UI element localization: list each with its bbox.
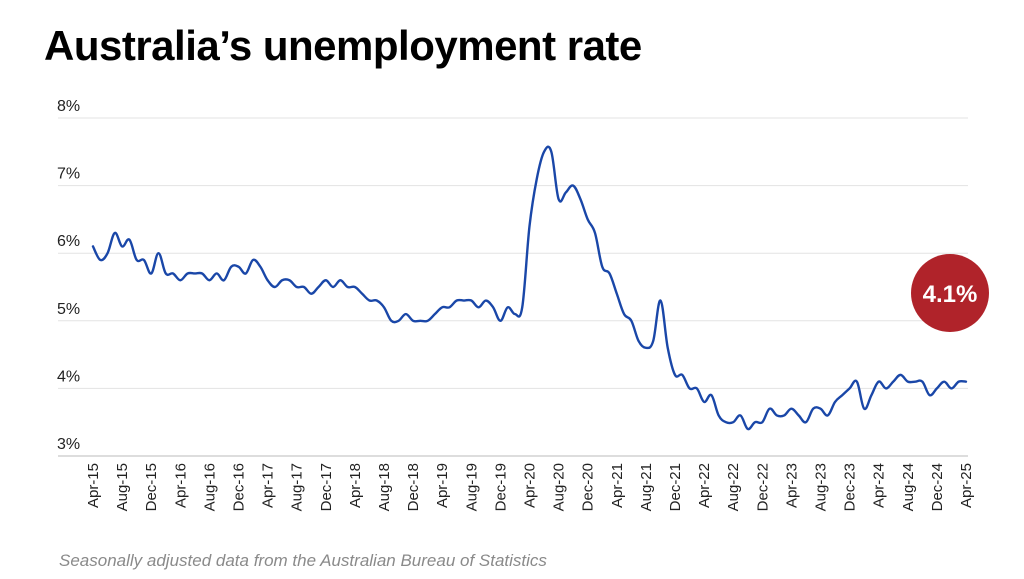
x-tick-label: Apr-20 (522, 463, 539, 508)
x-tick-label: Dec-24 (929, 463, 946, 511)
x-tick-label: Apr-17 (260, 463, 277, 508)
x-tick-label: Apr-16 (172, 463, 189, 508)
x-tick-label: Dec-17 (318, 463, 335, 511)
x-tick-label: Dec-18 (405, 463, 422, 511)
chart-title: Australia’s unemployment rate (44, 22, 642, 69)
x-tick-label: Dec-21 (667, 463, 684, 511)
y-axis-ticks: 3% 4% 5% 6% 7% 8% (57, 98, 80, 453)
latest-value-badge-circle (911, 254, 989, 332)
x-tick-label: Apr-22 (696, 463, 713, 508)
x-tick-label: Dec-20 (580, 463, 597, 511)
x-tick-label: Apr-15 (85, 463, 102, 508)
x-tick-label: Aug-16 (201, 463, 218, 511)
x-tick-label: Aug-23 (813, 463, 830, 511)
y-tick-label: 3% (57, 436, 80, 453)
x-tick-label: Apr-21 (609, 463, 626, 508)
x-tick-label: Aug-17 (289, 463, 306, 511)
x-tick-label: Dec-16 (231, 463, 248, 511)
y-tick-label: 4% (57, 368, 80, 385)
source-note: Seasonally adjusted data from the Austra… (59, 551, 547, 570)
x-tick-label: Dec-23 (842, 463, 859, 511)
x-tick-label: Aug-20 (551, 463, 568, 511)
x-tick-label: Aug-21 (638, 463, 655, 511)
x-tick-label: Aug-15 (114, 463, 131, 511)
x-axis-ticks: Apr-15 Aug-15 Dec-15 Apr-16 Aug-16 Dec-16 Apr-… (85, 463, 975, 511)
unemployment-rate-line (91, 145, 968, 431)
y-tick-label: 6% (57, 233, 80, 250)
x-tick-label: Dec-19 (492, 463, 509, 511)
x-tick-label: Apr-19 (434, 463, 451, 508)
y-tick-label: 5% (57, 301, 80, 318)
x-tick-label: Aug-24 (900, 463, 917, 511)
x-tick-label: Apr-25 (958, 463, 975, 508)
latest-value-badge: 4.1% (911, 254, 989, 332)
x-tick-label: Dec-15 (143, 463, 160, 511)
x-tick-label: Dec-22 (754, 463, 771, 511)
x-tick-label: Apr-24 (871, 463, 888, 508)
x-tick-label: Aug-19 (463, 463, 480, 511)
x-tick-label: Apr-23 (783, 463, 800, 508)
x-tick-label: Aug-18 (376, 463, 393, 511)
x-tick-label: Apr-18 (347, 463, 364, 508)
x-tick-label: Aug-22 (725, 463, 742, 511)
y-tick-label: 8% (57, 98, 80, 115)
y-tick-label: 7% (57, 166, 80, 183)
latest-value-label: 4.1% (923, 281, 978, 308)
gridlines (58, 117, 968, 457)
